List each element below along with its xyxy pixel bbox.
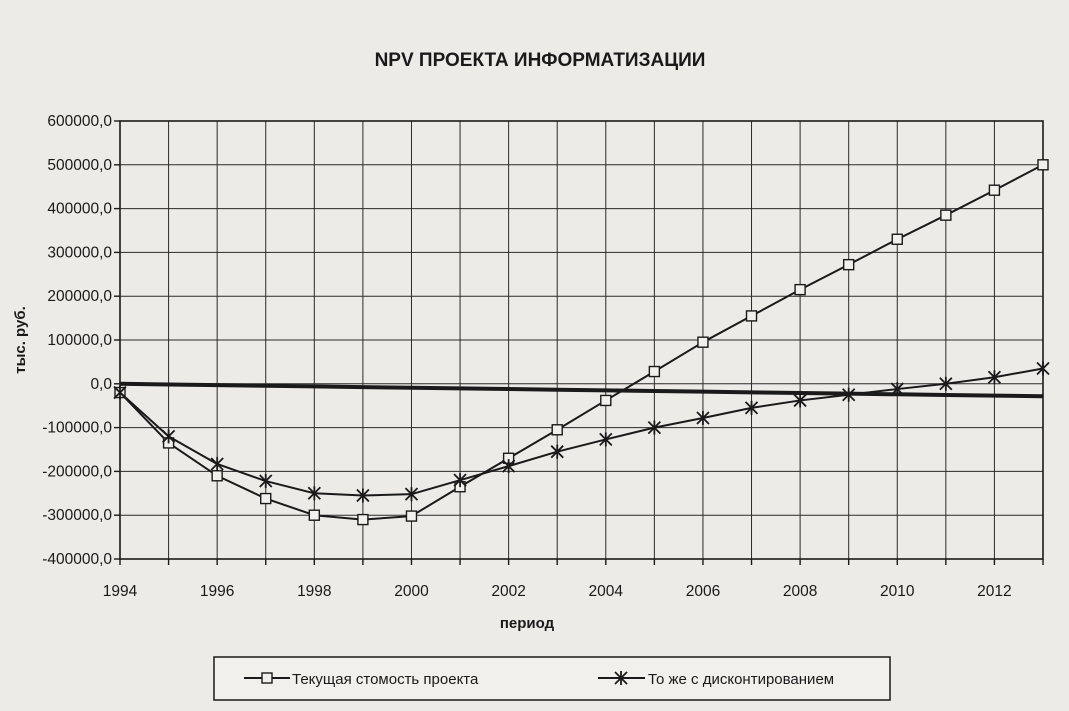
data-point: [404, 487, 419, 502]
data-point: [259, 474, 273, 489]
data-point: [307, 486, 321, 501]
x-tick-label: 2002: [491, 583, 525, 600]
data-point: [940, 209, 952, 221]
series: [113, 159, 1050, 526]
y-tick-label: 0,0: [90, 376, 112, 393]
data-point: [453, 473, 467, 488]
data-point: [308, 509, 321, 521]
data-point: [501, 459, 516, 474]
data-point: [211, 470, 223, 482]
x-tick-label: 1994: [103, 583, 138, 600]
x-tick-label: 2004: [589, 583, 624, 600]
y-tick-label: 400000,0: [47, 201, 112, 218]
y-tick-label: -100000,0: [42, 420, 112, 437]
data-point: [745, 310, 758, 322]
y-tick-label: -200000,0: [42, 463, 112, 480]
data-point: [551, 424, 563, 436]
data-point: [647, 420, 662, 435]
data-point: [744, 400, 759, 415]
y-tick-label: -400000,0: [42, 551, 112, 568]
data-point: [988, 184, 1001, 196]
data-point: [357, 513, 369, 526]
legend-item-series-2: То же с дисконтированием: [598, 671, 834, 688]
data-point: [405, 510, 418, 522]
y-axis-title: тыс. руб.: [12, 306, 29, 374]
y-axis-ticks: 600000,0 500000,0 400000,0 300000,0 200000,0…: [42, 113, 120, 568]
data-point: [600, 394, 612, 407]
data-point: [260, 492, 272, 505]
x-tick-label: 2010: [880, 583, 915, 600]
y-tick-label: 200000,0: [47, 288, 112, 305]
series-line-2: [119, 367, 1044, 497]
data-point: [890, 382, 904, 397]
chart-title: NPV ПРОЕКТА ИНФОРМАТИЗАЦИИ: [375, 50, 706, 71]
data-point: [939, 376, 953, 391]
data-point: [113, 385, 127, 400]
data-point: [1036, 361, 1050, 376]
data-point: [793, 393, 807, 408]
data-point: [794, 283, 806, 296]
x-tick-label: 2008: [783, 583, 817, 600]
data-point: [842, 258, 855, 271]
legend-label-series-2: То же с дисконтированием: [648, 671, 834, 688]
x-tick-label: 1998: [297, 583, 331, 600]
y-tick-label: 600000,0: [47, 113, 112, 130]
x-axis-ticks: 1994 1996 1998 2000 2002 2004 2006 2008 2010 2012: [103, 559, 1044, 600]
x-tick-label: 2000: [394, 583, 429, 600]
legend-label-series-1: Текущая стомость проекта: [292, 671, 479, 688]
x-axis-title: период: [500, 615, 555, 632]
data-point: [697, 336, 709, 348]
y-tick-label: 300000,0: [47, 244, 112, 261]
series-line-1: [119, 163, 1044, 521]
y-tick-label: 100000,0: [47, 332, 112, 349]
data-point: [599, 432, 613, 447]
baseline-line: [119, 381, 1044, 399]
legend-marker-series-2: [614, 671, 628, 685]
data-point: [550, 444, 564, 459]
legend-item-series-1: Текущая стомость проекта: [244, 671, 479, 688]
data-point: [648, 365, 661, 378]
series-2: [113, 361, 1050, 503]
data-point: [1037, 159, 1049, 171]
x-tick-label: 2006: [686, 583, 720, 600]
data-point: [842, 387, 856, 402]
data-point: [987, 370, 1002, 385]
legend: Текущая стомость проекта То же с дисконт…: [213, 656, 891, 701]
y-tick-label: 500000,0: [47, 157, 112, 174]
x-tick-label: 1996: [200, 583, 234, 600]
data-point: [696, 410, 710, 425]
legend-marker-series-1: [261, 672, 273, 684]
data-point: [210, 456, 224, 471]
x-tick-label: 2012: [977, 583, 1011, 600]
data-point: [161, 429, 176, 444]
grid: [119, 120, 1044, 560]
y-tick-label: -300000,0: [42, 507, 112, 524]
series-1: [114, 159, 1049, 526]
data-point: [891, 233, 903, 245]
data-point: [356, 488, 370, 503]
legend-box: [213, 656, 891, 701]
